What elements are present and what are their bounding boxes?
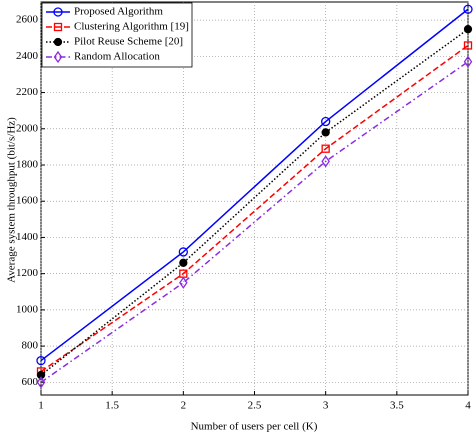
legend-label: Proposed Algorithm: [74, 6, 163, 18]
y-tick-label: 2000: [16, 122, 39, 134]
y-tick-label: 1800: [16, 159, 39, 171]
x-tick-label: 1: [38, 400, 44, 412]
marker: [53, 50, 63, 64]
legend-label: Random Allocation: [74, 51, 160, 63]
legend-label: Clustering Algorithm [19]: [74, 21, 189, 33]
x-tick-label: 3: [323, 400, 329, 412]
marker: [321, 155, 330, 168]
marker: [179, 276, 188, 289]
legend-label: Pilot Reuse Scheme [20]: [74, 36, 183, 48]
marker: [53, 22, 63, 32]
marker: [321, 128, 330, 137]
marker: [463, 25, 473, 34]
y-tick-label: 2600: [16, 14, 39, 26]
x-tick-label: 3.5: [390, 400, 404, 412]
series-line: [40, 61, 469, 383]
marker: [321, 116, 331, 127]
x-tick-label: 2.5: [248, 400, 262, 412]
y-tick-label: 1000: [16, 303, 39, 315]
marker: [463, 41, 473, 50]
marker: [36, 355, 46, 366]
series-line: [40, 8, 469, 362]
y-tick-label: 1600: [16, 195, 39, 207]
y-tick-label: 2200: [16, 86, 39, 98]
series-line: [40, 28, 469, 376]
marker: [179, 258, 188, 267]
series-line: [40, 44, 469, 373]
y-tick-label: 600: [22, 376, 39, 388]
marker: [53, 37, 63, 47]
y-tick-label: 1400: [16, 231, 39, 243]
x-axis-label: Number of users per cell (K): [191, 421, 318, 433]
marker: [321, 144, 330, 153]
y-tick-label: 2400: [16, 50, 39, 62]
legend-box: [41, 2, 193, 68]
marker: [53, 7, 63, 17]
y-tick-label: 1200: [16, 267, 39, 279]
y-tick-label: 800: [22, 340, 39, 352]
x-tick-label: 1.5: [105, 400, 119, 412]
marker: [178, 247, 188, 257]
x-tick-label: 2: [181, 400, 187, 412]
marker: [463, 4, 473, 14]
x-tick-label: 4: [465, 400, 471, 412]
y-axis-label: Average system throughput (bit/s/Hz): [6, 117, 18, 283]
marker: [463, 55, 473, 68]
marker: [36, 370, 46, 380]
marker: [36, 376, 46, 389]
